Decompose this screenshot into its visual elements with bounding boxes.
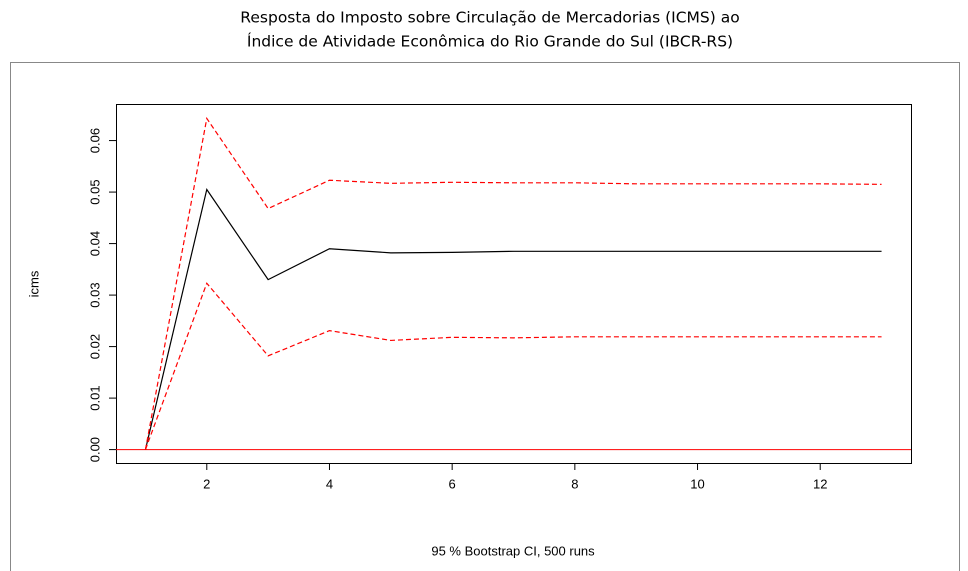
y-tick-label: 0.05 [87, 179, 102, 204]
x-tick-label: 6 [449, 476, 456, 491]
y-tick-label: 0.06 [87, 128, 102, 153]
x-tick-label: 2 [203, 476, 210, 491]
y-tick-label: 0.00 [87, 437, 102, 462]
y-axis-label: icms [26, 270, 41, 297]
series-line [144, 188, 882, 450]
y-tick-label: 0.02 [87, 334, 102, 359]
x-tick-label: 12 [813, 476, 827, 491]
chart-title: Resposta do Imposto sobre Circulação de … [240, 9, 739, 27]
y-tick-label: 0.03 [87, 282, 102, 307]
figure-frame [10, 62, 960, 571]
chart-title: Índice de Atividade Econômica do Rio Gra… [247, 32, 733, 51]
x-tick-label: 10 [690, 476, 704, 491]
x-tick-label: 8 [571, 476, 578, 491]
y-tick-label: 0.04 [87, 231, 102, 256]
series-line [144, 282, 882, 450]
plot-frame [116, 104, 912, 464]
y-tick-label: 0.01 [87, 385, 102, 410]
x-axis-label: 95 % Bootstrap CI, 500 runs [431, 543, 595, 558]
series-line [144, 116, 882, 450]
x-tick-label: 4 [326, 476, 333, 491]
